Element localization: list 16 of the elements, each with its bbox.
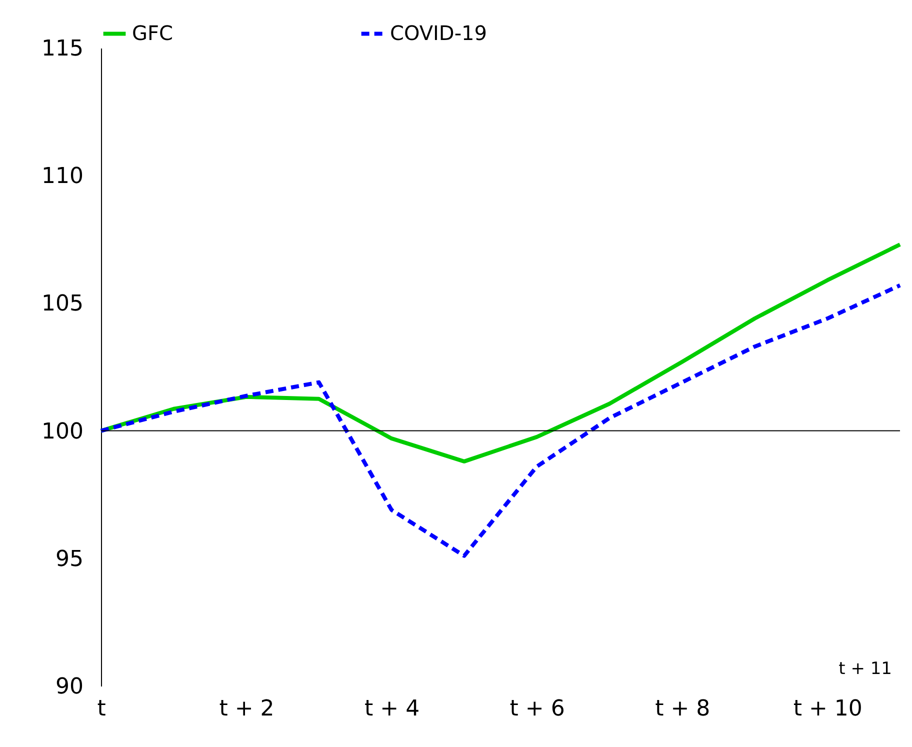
x-tick-label: t + 10 bbox=[793, 696, 862, 722]
x-tick-label: t + 2 bbox=[219, 696, 274, 722]
x-tick-label: t + 8 bbox=[655, 696, 710, 722]
y-tick-label: 110 bbox=[42, 164, 84, 190]
legend-label: GFC bbox=[132, 20, 173, 45]
annotation: t + 11 bbox=[838, 659, 892, 679]
y-tick-label: 95 bbox=[56, 546, 84, 572]
y-tick-label: 105 bbox=[42, 292, 84, 317]
legend-label: COVID-19 bbox=[390, 20, 488, 45]
x-tick-label: t bbox=[97, 696, 106, 722]
x-tick-label: t + 4 bbox=[364, 696, 420, 722]
y-tick-label: 115 bbox=[42, 36, 84, 62]
line-series bbox=[99, 283, 902, 558]
x-tick-label: t + 6 bbox=[510, 696, 565, 722]
y-tick-label: 100 bbox=[42, 419, 84, 444]
y-tick-label: 90 bbox=[56, 674, 84, 700]
